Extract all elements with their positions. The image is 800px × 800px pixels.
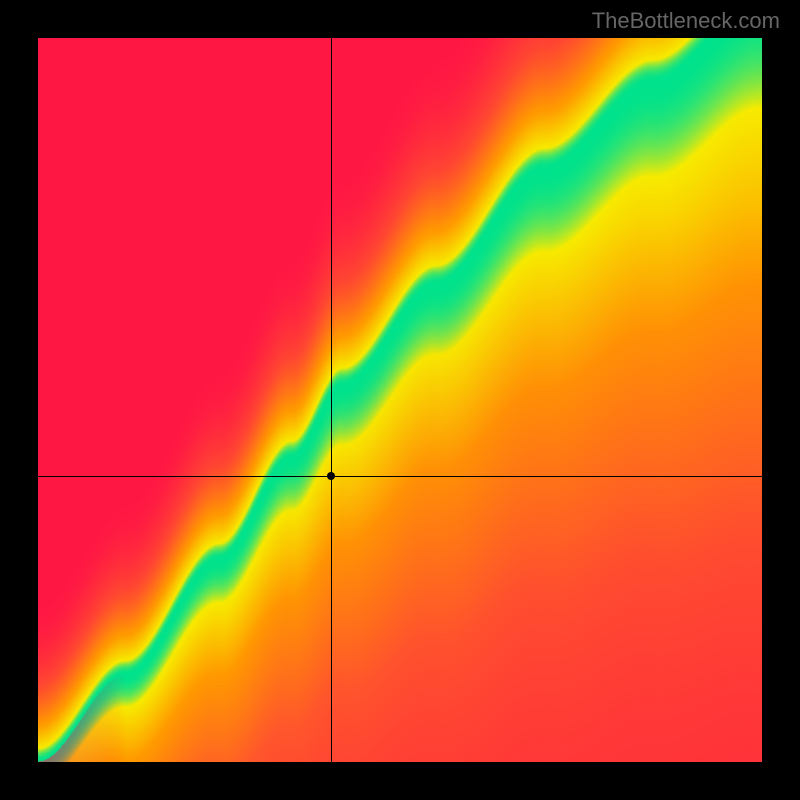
crosshair-marker [327,472,335,480]
crosshair-horizontal [38,476,762,477]
watermark-text: TheBottleneck.com [592,8,780,34]
crosshair-vertical [331,38,332,762]
chart-container: TheBottleneck.com [0,0,800,800]
heatmap-canvas [38,38,762,762]
plot-area [38,38,762,762]
